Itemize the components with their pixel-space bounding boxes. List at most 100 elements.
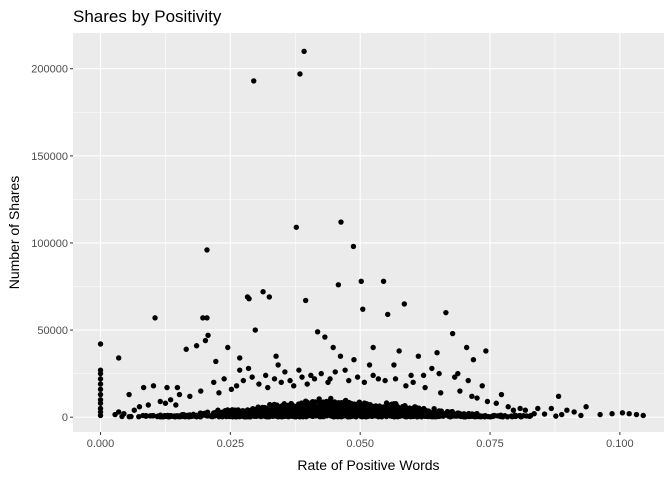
data-point bbox=[351, 407, 358, 413]
data-point bbox=[361, 406, 367, 412]
data-point bbox=[571, 409, 577, 415]
data-point bbox=[356, 399, 363, 405]
x-tick-label: 0.075 bbox=[476, 438, 504, 450]
data-point bbox=[375, 376, 382, 382]
data-point bbox=[548, 405, 554, 412]
data-point bbox=[351, 356, 357, 363]
data-point bbox=[350, 243, 357, 250]
data-point bbox=[265, 384, 271, 391]
y-tick-label: 200000 bbox=[31, 64, 68, 76]
y-tick-label: 100000 bbox=[31, 238, 68, 250]
data-point bbox=[505, 404, 511, 410]
data-point bbox=[498, 391, 505, 398]
data-point bbox=[396, 348, 402, 354]
data-point bbox=[126, 391, 132, 398]
data-point bbox=[442, 412, 449, 418]
data-point bbox=[322, 334, 328, 340]
data-point bbox=[302, 398, 309, 405]
data-point bbox=[483, 348, 489, 354]
data-point bbox=[449, 330, 456, 337]
data-point bbox=[389, 405, 396, 412]
data-point bbox=[413, 406, 419, 412]
data-point bbox=[481, 413, 488, 420]
data-point bbox=[228, 386, 235, 393]
data-point bbox=[369, 409, 375, 415]
data-point bbox=[277, 405, 283, 412]
data-point bbox=[136, 404, 143, 410]
y-tick-label: 50000 bbox=[37, 325, 68, 337]
data-point bbox=[119, 413, 125, 420]
y-axis-ticks: 0 50000 100000 150000 200000 bbox=[31, 64, 73, 424]
data-point bbox=[333, 405, 339, 411]
data-point bbox=[474, 395, 480, 401]
data-point bbox=[359, 414, 365, 420]
data-point bbox=[224, 407, 231, 413]
data-point bbox=[262, 372, 269, 379]
data-point bbox=[354, 374, 361, 380]
data-point bbox=[266, 294, 273, 300]
data-point bbox=[517, 405, 523, 412]
data-point bbox=[338, 400, 345, 406]
data-point bbox=[216, 390, 222, 396]
data-point bbox=[168, 413, 175, 419]
data-point bbox=[366, 362, 373, 368]
data-point bbox=[245, 365, 252, 372]
data-point bbox=[162, 400, 169, 406]
data-point bbox=[342, 408, 348, 415]
data-point bbox=[275, 362, 281, 368]
data-point bbox=[197, 414, 204, 420]
data-point bbox=[457, 388, 463, 394]
x-tick-label: 0.050 bbox=[346, 438, 374, 450]
data-point bbox=[281, 412, 287, 419]
data-point bbox=[465, 377, 471, 384]
data-point bbox=[116, 409, 122, 415]
data-point bbox=[97, 341, 104, 347]
data-point bbox=[397, 410, 404, 416]
data-point bbox=[193, 343, 200, 349]
data-point bbox=[258, 411, 265, 417]
data-point bbox=[337, 353, 344, 359]
data-point bbox=[541, 411, 548, 417]
data-point bbox=[370, 344, 376, 351]
x-axis-title: Rate of Positive Words bbox=[297, 457, 439, 473]
data-point bbox=[470, 356, 477, 363]
data-point bbox=[437, 390, 444, 396]
data-point bbox=[304, 381, 310, 387]
data-point bbox=[420, 410, 426, 417]
data-point bbox=[116, 355, 122, 361]
data-point bbox=[300, 412, 307, 418]
data-point bbox=[331, 399, 338, 405]
data-point bbox=[176, 391, 183, 398]
data-point bbox=[361, 379, 368, 386]
data-point bbox=[382, 377, 388, 384]
data-point bbox=[408, 372, 414, 379]
data-point bbox=[429, 413, 435, 420]
data-point bbox=[469, 393, 475, 399]
data-point bbox=[461, 413, 467, 419]
data-point bbox=[240, 377, 247, 384]
data-point bbox=[500, 413, 506, 420]
data-point bbox=[183, 346, 189, 352]
data-point bbox=[204, 247, 210, 253]
data-point bbox=[385, 311, 391, 318]
data-point bbox=[493, 400, 499, 406]
data-point bbox=[267, 401, 273, 408]
data-point bbox=[443, 309, 449, 316]
data-point bbox=[237, 355, 243, 361]
data-point bbox=[318, 370, 324, 377]
data-point bbox=[302, 297, 309, 304]
data-point bbox=[609, 411, 615, 417]
data-point bbox=[140, 412, 146, 419]
data-point bbox=[232, 412, 238, 418]
data-point bbox=[295, 412, 302, 418]
data-point bbox=[296, 367, 302, 373]
data-point bbox=[158, 413, 164, 419]
data-point bbox=[297, 71, 303, 77]
data-point bbox=[340, 413, 346, 419]
data-point bbox=[167, 397, 174, 403]
data-point bbox=[97, 391, 104, 398]
data-point bbox=[277, 411, 283, 418]
y-axis-title: Number of Shares bbox=[6, 176, 22, 290]
data-point bbox=[193, 413, 199, 420]
data-point bbox=[252, 410, 258, 416]
